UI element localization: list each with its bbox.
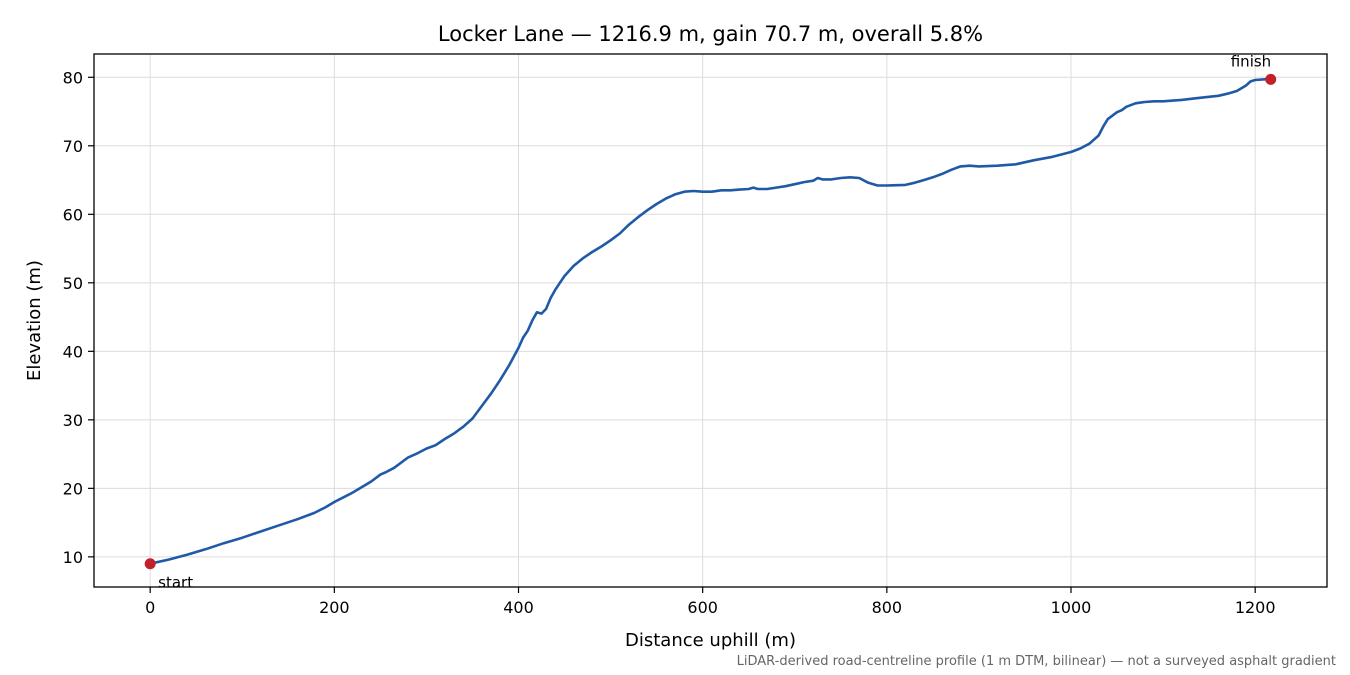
axis-ticks: 0 200 400 600 800 1000 1200 10 20 30 40 50 60 70 80 [63,68,1276,617]
x-tick-label: 1000 [1051,598,1092,617]
plot-frame [93,53,1328,588]
x-tick-label: 600 [687,598,718,617]
x-axis-label: Distance uphill (m) [625,630,796,651]
y-tick-label: 60 [63,205,83,224]
start-marker [144,558,156,570]
finish-label: finish [1231,52,1271,70]
y-tick-label: 20 [63,479,83,498]
finish-marker [1265,73,1277,85]
y-tick-label: 50 [63,274,83,293]
grid [94,54,1327,587]
y-tick-label: 70 [63,137,83,156]
footnote: LiDAR-derived road-centreline profile (1… [737,654,1336,669]
x-tick-label: 400 [503,598,534,617]
y-tick-label: 80 [63,68,83,87]
y-tick-label: 30 [63,411,83,430]
y-tick-label: 10 [63,548,83,567]
x-tick-label: 1200 [1235,598,1276,617]
x-tick-label: 800 [872,598,903,617]
plot-area: start finish [144,52,1277,592]
chart-title: Locker Lane — 1216.9 m, gain 70.7 m, ove… [438,22,983,46]
y-axis-label: Elevation (m) [24,260,45,381]
elevation-profile-line [149,78,1271,565]
y-tick-label: 40 [63,342,83,361]
x-tick-label: 0 [145,598,155,617]
x-tick-label: 200 [319,598,350,617]
start-label: start [158,574,193,592]
